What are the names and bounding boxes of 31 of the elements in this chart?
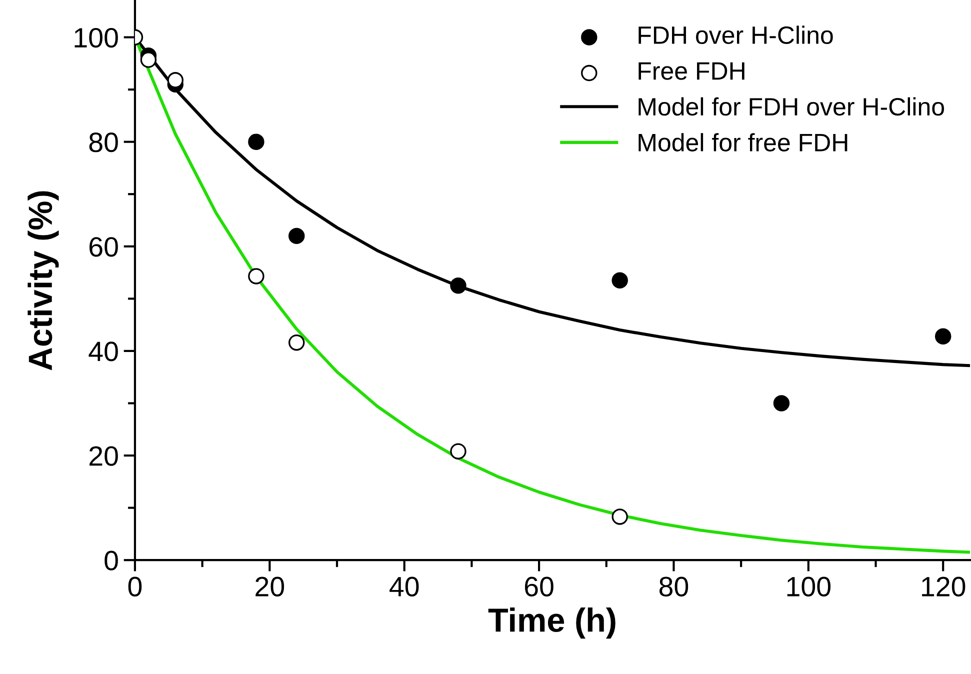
x-tick-label: 60 [524,576,554,596]
x-tick-label: 80 [659,576,688,596]
point [288,334,305,351]
y-tick-label: 40 [88,342,118,362]
x-tick-label: 100 [787,576,830,596]
y-tick-label: 100 [74,28,118,48]
point [612,508,628,525]
point [450,443,466,460]
point [288,228,305,244]
x-axis-title: Time (h) [488,608,616,639]
point [934,328,952,344]
point [248,134,264,150]
x-tick-label: 120 [922,576,966,596]
legend-label: FDH over H-Clino [638,26,833,44]
legend-label: Model for free FDH [638,133,848,152]
y-tick-label: 20 [90,446,118,466]
point [450,277,466,294]
point [612,272,628,288]
x-tick-label: 40 [390,576,419,596]
x-tick-label: 0 [128,576,142,596]
y-tick-label: 0 [104,550,118,570]
y-tick-label: 80 [89,132,118,152]
y-axis-title: Activity (%) [28,191,59,370]
x-tick-label: 20 [256,576,284,596]
point [140,52,157,68]
legend-label: Model for FDH over H-Clino [638,97,944,116]
point [773,395,790,412]
point [248,268,264,284]
point [167,72,184,88]
y-tick-label: 60 [90,237,118,257]
legend-label: Free FDH [638,62,744,80]
